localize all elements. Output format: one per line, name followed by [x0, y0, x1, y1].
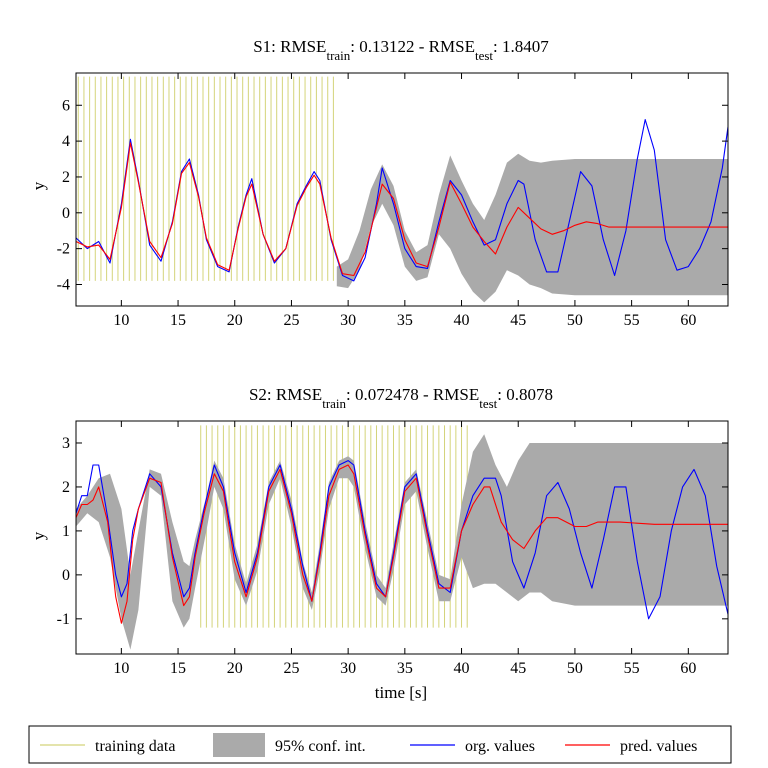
chart-s1-xtick-label: 40	[454, 312, 470, 329]
chart-s1-org-values-line	[76, 119, 728, 282]
chart-s2-pred-values-line	[76, 464, 728, 624]
chart-s2-org-values-line	[76, 460, 728, 620]
legend-pred-label: pred. values	[620, 738, 697, 755]
chart-s2-xtick-label: 50	[567, 660, 583, 677]
chart-s1-training-lines	[77, 76, 334, 281]
chart-s2-xtick-label: 45	[510, 660, 526, 677]
chart-s2-xtick-label: 25	[283, 660, 299, 677]
chart-s1-xtick-label: 15	[170, 312, 186, 329]
chart-s1: S1: RMSEtrain: 0.13122 - RMSEtest: 1.840…	[29, 37, 729, 329]
chart-s2-xtick-label: 15	[170, 660, 186, 677]
chart-s2-training-lines	[200, 425, 468, 628]
chart-s2-xtick-label: 10	[113, 660, 129, 677]
chart-s1-ticks: 10 15 20 25 30 35 40 45 50 55 60 -4 -2 0 2 4 6	[57, 73, 728, 329]
chart-s1-xtick-label: 60	[680, 312, 696, 329]
chart-s1-xtick-label: 45	[510, 312, 526, 329]
chart-s1-xtick-label: 50	[567, 312, 583, 329]
chart-s1-xtick-label: 25	[283, 312, 299, 329]
chart-s1-ytick-label: 6	[62, 97, 70, 114]
chart-s2-confidence-band	[76, 434, 728, 650]
chart-s1-xtick-label: 35	[397, 312, 413, 329]
chart-s2-ytick-label: -1	[57, 611, 70, 628]
chart-s2-axes-frame	[75, 420, 729, 655]
chart-s1-title: S1: RMSEtrain: 0.13122 - RMSEtest: 1.840…	[253, 37, 549, 63]
chart-s2-ytick-label: 2	[62, 479, 70, 496]
chart-s1-ylabel: y	[29, 181, 48, 190]
chart-s2-ylabel: y	[29, 531, 48, 540]
chart-s1-xtick-label: 10	[113, 312, 129, 329]
chart-s1-series	[76, 119, 728, 282]
chart-s2-ticks: 10 15 20 25 30 35 40 45 50 55 60 -1 0 1 2 3	[57, 421, 728, 677]
chart-s2-xtick-label: 20	[227, 660, 243, 677]
chart-s1-axes-frame	[75, 72, 729, 307]
chart-s1-ytick-label: 2	[62, 169, 70, 186]
legend-training-label: training data	[95, 738, 175, 755]
chart-s1-ytick-label: 4	[62, 133, 70, 150]
chart-s1-ytick-label: -4	[57, 276, 70, 293]
chart-s1-pred-values-line	[76, 142, 728, 277]
chart-s2-xtick-label: 60	[680, 660, 696, 677]
chart-s2-xtick-label: 40	[454, 660, 470, 677]
chart-s1-ytick-label: 0	[62, 205, 70, 222]
chart-s2-series	[76, 460, 728, 624]
legend-org-label: org. values	[465, 738, 535, 755]
chart-s1-xtick-label: 30	[340, 312, 356, 329]
chart-s2-ytick-label: 0	[62, 567, 70, 584]
chart-s2-ytick-label: 3	[62, 435, 70, 452]
legend: training data 95% conf. int. org. values…	[28, 725, 732, 764]
chart-s1-xtick-label: 20	[227, 312, 243, 329]
chart-s2-xtick-label: 35	[397, 660, 413, 677]
legend-band-swatch	[213, 733, 265, 757]
chart-s1-ytick-label: -2	[57, 241, 70, 258]
chart-s2-title: S2: RMSEtrain: 0.072478 - RMSEtest: 0.80…	[249, 385, 553, 411]
chart-s2: S2: RMSEtrain: 0.072478 - RMSEtest: 0.80…	[29, 385, 729, 702]
legend-band-label: 95% conf. int.	[275, 738, 366, 755]
chart-s2-confidence-band-area	[76, 434, 728, 650]
chart-s2-ytick-label: 1	[62, 523, 70, 540]
legend-box	[28, 725, 732, 764]
chart-s1-xtick-label: 55	[624, 312, 640, 329]
chart-s2-xtick-label: 55	[624, 660, 640, 677]
chart-s2-xtick-label: 30	[340, 660, 356, 677]
chart-s2-xlabel: time [s]	[375, 683, 427, 702]
